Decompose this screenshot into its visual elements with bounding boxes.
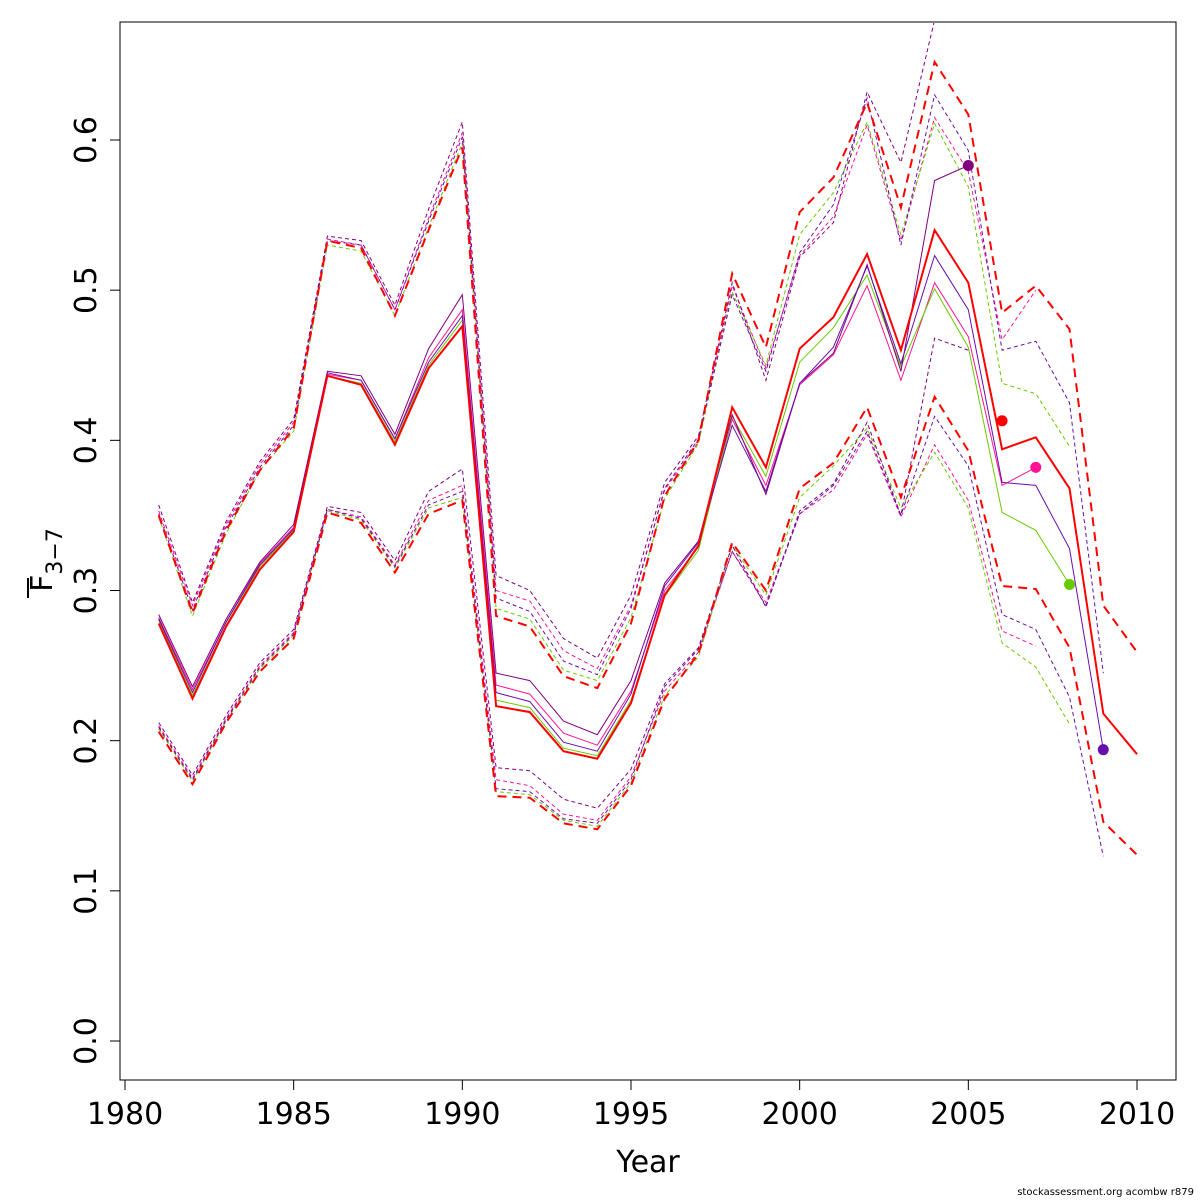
x-tick-label: 1990	[424, 1097, 500, 1132]
credit-text: stockassessment.org acombw r879	[1017, 1187, 1194, 1198]
series-upper-bound-line	[157, 59, 1138, 690]
y-axis: 0.0 0.1 0.2 0.3 0.4 0.5 0.6	[69, 116, 121, 1065]
series-endpoint-marker	[996, 415, 1008, 427]
x-axis: 1980 1985 1990 1995 2000 2005 2010	[87, 1079, 1175, 1132]
x-tick-label: 1995	[593, 1097, 669, 1132]
x-axis-title: Year	[615, 1145, 680, 1180]
x-tick-label: 1980	[87, 1097, 163, 1132]
series-lower-bound-line	[158, 415, 1104, 857]
series-endpoint-marker	[962, 160, 974, 172]
x-tick-label: 2005	[930, 1097, 1006, 1132]
x-tick-label: 2000	[761, 1097, 837, 1132]
y-tick-label: 0.0	[69, 1017, 104, 1065]
y-tick-label: 0.6	[69, 116, 104, 164]
y-tick-label: 0.2	[69, 717, 104, 765]
series-lower-bound-line	[158, 427, 1070, 827]
series-lower-bound-line	[158, 337, 969, 809]
y-axis-title: F3−7	[25, 528, 68, 598]
series-upper-bound-line	[158, 116, 1037, 670]
series-upper-bound-line	[158, 23, 935, 659]
series-upper-bound-line	[158, 93, 1104, 676]
series-endpoint-marker	[1030, 461, 1042, 473]
y-tick-label: 0.4	[69, 416, 104, 464]
y-tick-label: 0.5	[69, 266, 104, 314]
series-mean-line	[158, 165, 969, 736]
x-tick-label: 2010	[1099, 1097, 1175, 1132]
x-tick-label: 1985	[255, 1097, 331, 1132]
series-lower-bound-line	[157, 394, 1138, 856]
svg-text:F3−7: F3−7	[25, 528, 68, 592]
series-mean-line	[157, 227, 1138, 760]
series-group	[157, 23, 1138, 857]
series-endpoint-marker	[1064, 578, 1076, 590]
series-layer	[157, 23, 1138, 857]
plot-frame	[119, 21, 1177, 1081]
y-tick-label: 0.3	[69, 567, 104, 615]
series-endpoint-marker	[1097, 744, 1109, 756]
series-lower-bound-line	[158, 433, 1037, 821]
y-tick-label: 0.1	[69, 867, 104, 915]
y-axis-title-sub: 3−7	[43, 528, 68, 574]
y-axis-title-main: F	[25, 575, 60, 592]
